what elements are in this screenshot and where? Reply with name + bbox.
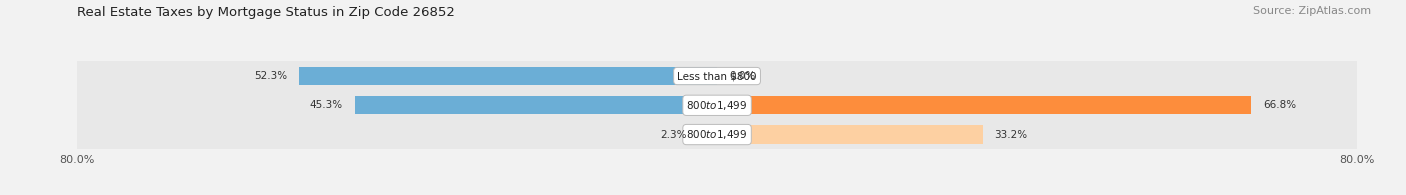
Text: Source: ZipAtlas.com: Source: ZipAtlas.com xyxy=(1253,6,1371,16)
Text: $800 to $1,499: $800 to $1,499 xyxy=(686,128,748,141)
Text: 2.3%: 2.3% xyxy=(661,129,686,140)
Text: 45.3%: 45.3% xyxy=(309,100,343,110)
Text: 0.0%: 0.0% xyxy=(730,71,755,81)
Bar xyxy=(717,96,1251,114)
Bar xyxy=(77,91,1357,120)
Legend: Without Mortgage, With Mortgage: Without Mortgage, With Mortgage xyxy=(591,191,844,195)
Text: 52.3%: 52.3% xyxy=(253,71,287,81)
Bar xyxy=(354,96,717,114)
Bar xyxy=(717,126,983,144)
Bar xyxy=(299,67,717,85)
Bar xyxy=(699,126,717,144)
Text: Real Estate Taxes by Mortgage Status in Zip Code 26852: Real Estate Taxes by Mortgage Status in … xyxy=(77,6,456,19)
Text: $800 to $1,499: $800 to $1,499 xyxy=(686,99,748,112)
Bar xyxy=(77,61,1357,91)
Text: 33.2%: 33.2% xyxy=(994,129,1028,140)
Text: 66.8%: 66.8% xyxy=(1263,100,1296,110)
Bar xyxy=(77,120,1357,149)
Text: Less than $800: Less than $800 xyxy=(678,71,756,81)
